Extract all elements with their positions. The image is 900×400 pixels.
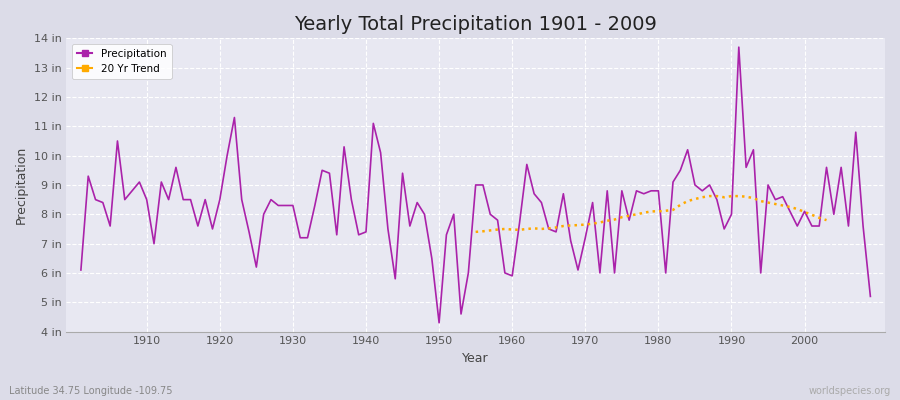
Legend: Precipitation, 20 Yr Trend: Precipitation, 20 Yr Trend (71, 44, 172, 79)
Y-axis label: Precipitation: Precipitation (15, 146, 28, 224)
Title: Yearly Total Precipitation 1901 - 2009: Yearly Total Precipitation 1901 - 2009 (294, 15, 657, 34)
Text: Latitude 34.75 Longitude -109.75: Latitude 34.75 Longitude -109.75 (9, 386, 173, 396)
Text: worldspecies.org: worldspecies.org (809, 386, 891, 396)
X-axis label: Year: Year (463, 352, 489, 365)
